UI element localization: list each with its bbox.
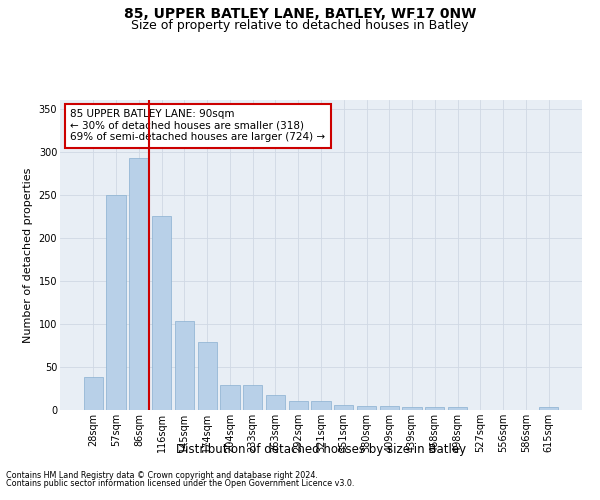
Text: 85 UPPER BATLEY LANE: 90sqm
← 30% of detached houses are smaller (318)
69% of se: 85 UPPER BATLEY LANE: 90sqm ← 30% of det… (70, 110, 326, 142)
Y-axis label: Number of detached properties: Number of detached properties (23, 168, 33, 342)
Bar (403, 408, 422, 410)
Bar (243, 385, 262, 410)
Bar (129, 158, 149, 410)
Bar (539, 408, 558, 410)
Text: 85, UPPER BATLEY LANE, BATLEY, WF17 0NW: 85, UPPER BATLEY LANE, BATLEY, WF17 0NW (124, 8, 476, 22)
Bar (380, 406, 399, 410)
Bar (84, 378, 103, 410)
Text: Size of property relative to detached houses in Batley: Size of property relative to detached ho… (131, 18, 469, 32)
Bar (197, 342, 217, 410)
Bar (220, 385, 239, 410)
Bar (175, 322, 194, 410)
Bar (425, 406, 445, 410)
Bar (311, 402, 331, 410)
Bar (106, 194, 126, 410)
Bar (357, 406, 376, 410)
Bar (152, 216, 172, 410)
Text: Contains HM Land Registry data © Crown copyright and database right 2024.: Contains HM Land Registry data © Crown c… (6, 471, 318, 480)
Bar (448, 408, 467, 410)
Bar (266, 394, 285, 410)
Bar (289, 402, 308, 410)
Bar (334, 405, 353, 410)
Text: Contains public sector information licensed under the Open Government Licence v3: Contains public sector information licen… (6, 478, 355, 488)
Text: Distribution of detached houses by size in Batley: Distribution of detached houses by size … (176, 442, 466, 456)
